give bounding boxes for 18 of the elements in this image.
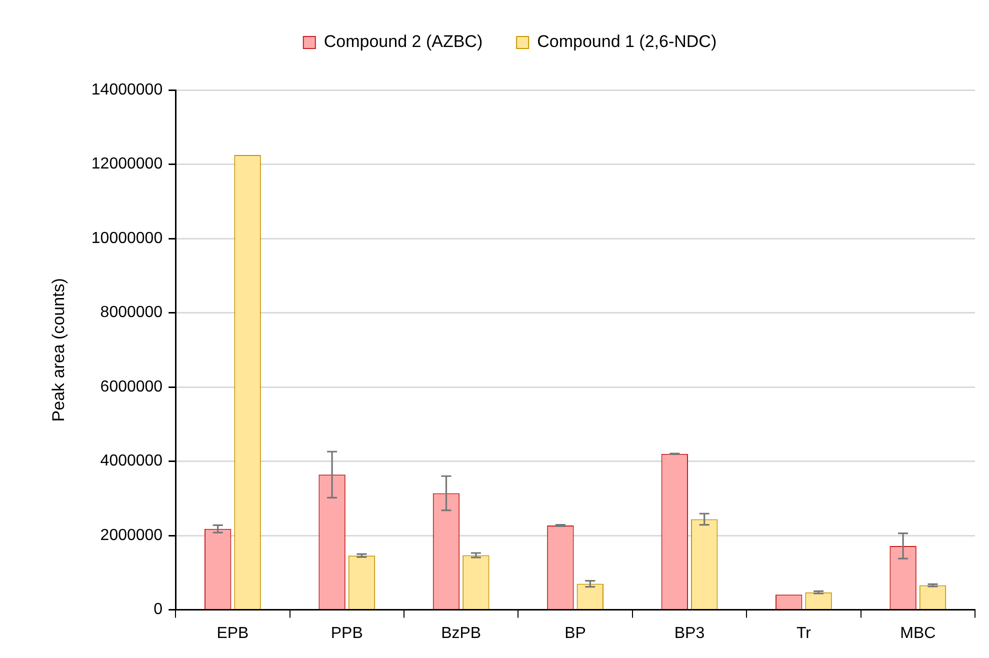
x-tick-label: BP [564,624,586,642]
y-tick-label: 14000000 [91,81,163,98]
y-tick-label: 10000000 [91,230,163,247]
y-tick-label: 12000000 [91,156,163,173]
legend-label: Compound 1 (2,6-NDC) [537,32,717,52]
x-tick-label: MBC [900,624,936,642]
legend-label: Compound 2 (AZBC) [324,32,483,52]
y-axis-title: Peak area (counts) [48,278,68,422]
y-tick-label: 0 [154,601,163,618]
y-tick-label: 2000000 [100,526,163,544]
x-tick-label: BzPB [441,624,482,642]
x-tick-label: BP3 [674,624,705,642]
x-tick-label: PPB [330,624,363,642]
x-tick-label: EPB [216,624,249,642]
x-tick-label: Tr [796,624,812,642]
y-tick-label: 6000000 [100,378,163,396]
y-tick-label: 8000000 [100,304,163,322]
y-tick-label: 4000000 [100,452,163,470]
